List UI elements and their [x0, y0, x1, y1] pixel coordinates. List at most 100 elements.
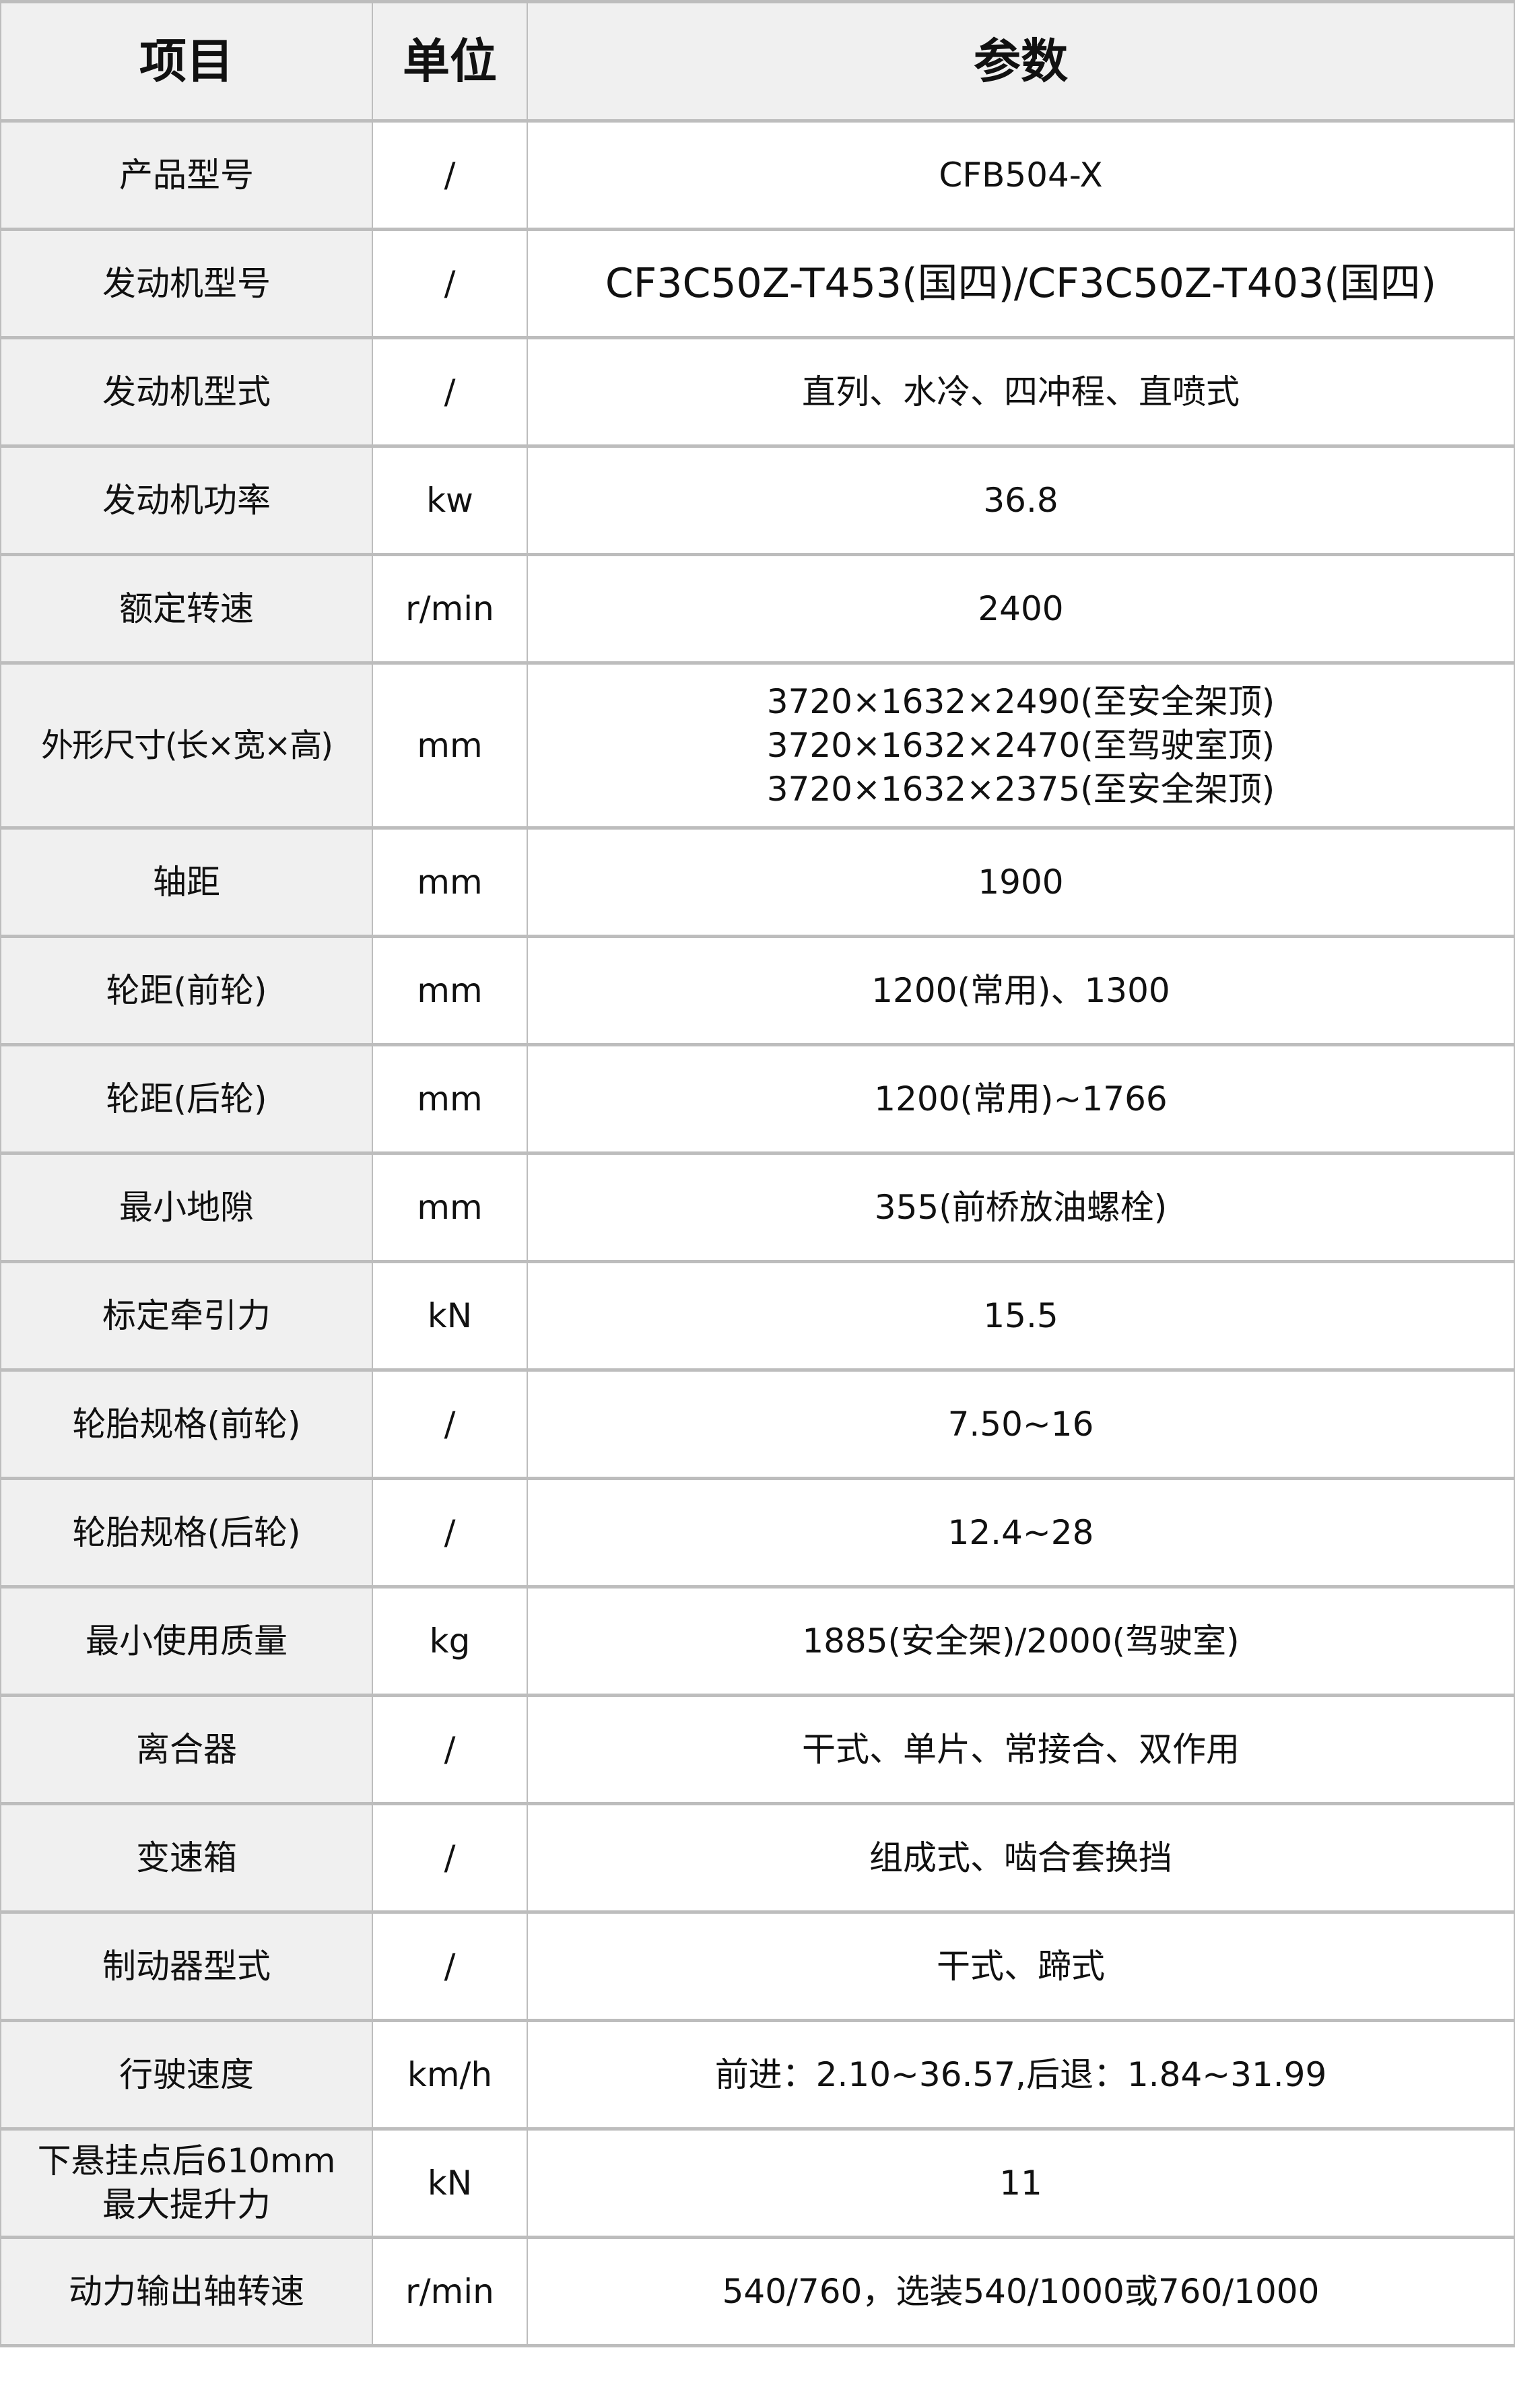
value-line: 干式、蹄式: [937, 1946, 1105, 1986]
value-cell: 组成式、啮合套换挡: [527, 1802, 1515, 1914]
item-cell: 变速箱: [0, 1802, 373, 1914]
unit-cell: /: [372, 1694, 528, 1805]
table-row: 发动机型式 / 直列、水冷、四冲程、直喷式: [0, 336, 1515, 448]
item-cell: 制动器型式: [0, 1910, 373, 2022]
unit-cell: km/h: [372, 2019, 528, 2131]
value-cell: CFB504-X: [527, 119, 1515, 231]
table-row: 轮距(后轮) mm 1200(常用)~1766: [0, 1043, 1515, 1155]
value-cell: 12.4~28: [527, 1477, 1515, 1588]
value-line: 355(前桥放油螺栓): [874, 1187, 1168, 1227]
value-cell: 干式、蹄式: [527, 1910, 1515, 2022]
value-cell: 1885(安全架)/2000(驾驶室): [527, 1585, 1515, 1697]
value-cell: 3720×1632×2490(至安全架顶) 3720×1632×2470(至驾驶室…: [527, 661, 1515, 830]
header-unit: 单位: [372, 0, 528, 123]
table-row: 轮距(前轮) mm 1200(常用)、1300: [0, 935, 1515, 1046]
item-line: 最大提升力: [102, 2185, 271, 2224]
table-row: 轴距 mm 1900: [0, 826, 1515, 938]
value-line: 1900: [978, 862, 1064, 902]
table-row: 制动器型式 / 干式、蹄式: [0, 1910, 1515, 2022]
unit-cell: mm: [372, 1151, 528, 1263]
item-cell: 轮胎规格(前轮): [0, 1368, 373, 1480]
item-cell: 发动机型号: [0, 228, 373, 339]
value-line: 7.50~16: [947, 1404, 1094, 1444]
value-line: 干式、单片、常接合、双作用: [802, 1729, 1240, 1769]
item-cell: 轮距(前轮): [0, 935, 373, 1046]
value-line: 组成式、啮合套换挡: [869, 1838, 1172, 1877]
value-line: 36.8: [983, 480, 1058, 520]
unit-cell: r/min: [372, 553, 528, 665]
table-row: 外形尺寸(长×宽×高) mm 3720×1632×2490(至安全架顶) 3720×1…: [0, 661, 1515, 830]
item-cell: 行驶速度: [0, 2019, 373, 2131]
unit-cell: kw: [372, 444, 528, 556]
header-row: 项目 单位 参数: [0, 0, 1515, 123]
value-line: 3720×1632×2470(至驾驶室顶): [766, 725, 1275, 765]
value-cell: 11: [527, 2127, 1515, 2239]
value-cell: 直列、水冷、四冲程、直喷式: [527, 336, 1515, 448]
value-cell: 36.8: [527, 444, 1515, 556]
value-line: 1200(常用)、1300: [871, 970, 1170, 1010]
value-line: 3720×1632×2375(至安全架顶): [766, 769, 1275, 809]
unit-cell: /: [372, 1368, 528, 1480]
value-cell: CF3C50Z-T453(国四)/CF3C50Z-T403(国四): [527, 228, 1515, 339]
value-line: 3720×1632×2490(至安全架顶): [766, 681, 1275, 721]
table-row: 额定转速 r/min 2400: [0, 553, 1515, 665]
value-cell: 前进：2.10~36.57,后退：1.84~31.99: [527, 2019, 1515, 2131]
item-cell: 发动机功率: [0, 444, 373, 556]
table-row: 轮胎规格(后轮)/ 12.4~28: [0, 1477, 1515, 1588]
value-line: 1200(常用)~1766: [874, 1079, 1168, 1118]
item-line: 下悬挂点后610mm: [37, 2141, 336, 2180]
table-row: 动力输出轴转速 r/min 540/760，选装540/1000或760/1000: [0, 2236, 1515, 2347]
unit-cell: kN: [372, 1260, 528, 1372]
value-cell: 1200(常用)、1300: [527, 935, 1515, 1046]
value-cell: 2400: [527, 553, 1515, 665]
header-item: 项目: [0, 0, 373, 123]
value-cell: 1200(常用)~1766: [527, 1043, 1515, 1155]
unit-cell: /: [372, 228, 528, 339]
value-line: 540/760，选装540/1000或760/1000: [722, 2271, 1320, 2311]
item-cell: 轴距: [0, 826, 373, 938]
value-line: 12.4~28: [947, 1512, 1094, 1552]
value-cell: 15.5: [527, 1260, 1515, 1372]
header-param: 参数: [527, 0, 1515, 123]
item-cell: 产品型号: [0, 119, 373, 231]
item-cell: 轮距(后轮): [0, 1043, 373, 1155]
value-line: 1885(安全架)/2000(驾驶室): [802, 1621, 1240, 1661]
unit-cell: mm: [372, 935, 528, 1046]
value-line: CFB504-X: [939, 155, 1103, 195]
unit-cell: kN: [372, 2127, 528, 2239]
unit-cell: mm: [372, 826, 528, 938]
value-line: 11: [999, 2163, 1042, 2203]
value-cell: 355(前桥放油螺栓): [527, 1151, 1515, 1263]
value-cell: 540/760，选装540/1000或760/1000: [527, 2236, 1515, 2347]
table-row: 离合器 / 干式、单片、常接合、双作用: [0, 1694, 1515, 1805]
table-row: 变速箱 / 组成式、啮合套换挡: [0, 1802, 1515, 1914]
value-line: 直列、水冷、四冲程、直喷式: [802, 372, 1240, 411]
unit-cell: /: [372, 1802, 528, 1914]
unit-cell: /: [372, 1477, 528, 1588]
table-row: 发动机功率 kw 36.8: [0, 444, 1515, 556]
item-cell: 外形尺寸(长×宽×高): [0, 661, 373, 830]
item-cell: 离合器: [0, 1694, 373, 1805]
unit-cell: /: [372, 119, 528, 231]
value-cell: 7.50~16: [527, 1368, 1515, 1480]
unit-cell: /: [372, 1910, 528, 2022]
unit-cell: r/min: [372, 2236, 528, 2347]
table-row: 轮胎规格(前轮)/ 7.50~16: [0, 1368, 1515, 1480]
item-cell: 最小使用质量: [0, 1585, 373, 1697]
item-cell: 动力输出轴转速: [0, 2236, 373, 2347]
value-line: 15.5: [983, 1296, 1058, 1335]
value-line: 2400: [978, 589, 1064, 628]
item-cell: 标定牵引力: [0, 1260, 373, 1372]
table-row: 下悬挂点后610mm 最大提升力 kN 11: [0, 2127, 1515, 2239]
table-row: 最小使用质量 kg 1885(安全架)/2000(驾驶室): [0, 1585, 1515, 1697]
value-line: CF3C50Z-T453(国四)/CF3C50Z-T403(国四): [605, 260, 1437, 307]
item-cell: 下悬挂点后610mm 最大提升力: [0, 2127, 373, 2239]
value-cell: 干式、单片、常接合、双作用: [527, 1694, 1515, 1805]
value-cell: 1900: [527, 826, 1515, 938]
item-cell: 发动机型式: [0, 336, 373, 448]
item-cell: 轮胎规格(后轮): [0, 1477, 373, 1588]
item-cell: 最小地隙: [0, 1151, 373, 1263]
unit-cell: mm: [372, 1043, 528, 1155]
unit-cell: /: [372, 336, 528, 448]
spec-table: 项目 单位 参数 产品型号 / CFB504-X 发动机型号 / CF3C50Z-T453…: [0, 0, 1515, 2347]
